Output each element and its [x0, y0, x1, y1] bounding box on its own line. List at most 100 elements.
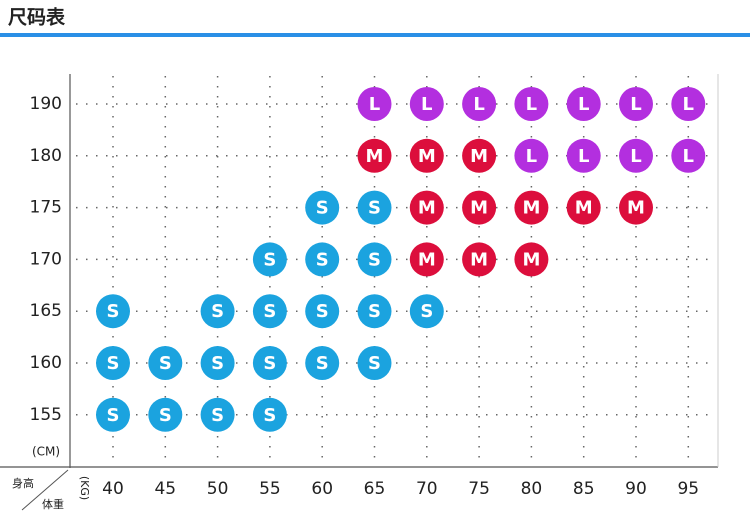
- size-badge: [462, 242, 497, 277]
- size-badge: [514, 242, 549, 277]
- size-label: S: [316, 353, 329, 374]
- size-badge: [514, 87, 549, 121]
- size-label: S: [211, 353, 224, 374]
- size-badge: [409, 138, 444, 173]
- size-badge: [252, 346, 287, 380]
- row-label: 190: [30, 94, 62, 114]
- column-label: 55: [259, 479, 281, 499]
- size-badge: [566, 87, 601, 121]
- row-label: 155: [30, 405, 62, 425]
- column-label: 70: [416, 479, 438, 499]
- size-label: L: [630, 94, 641, 115]
- row-label: 175: [30, 198, 62, 218]
- size-label: S: [211, 301, 224, 322]
- row-label: 165: [30, 301, 62, 321]
- size-badge: [252, 397, 287, 432]
- size-label: S: [107, 353, 120, 374]
- row-label: 160: [30, 353, 62, 373]
- size-label: M: [418, 146, 436, 167]
- size-label: S: [368, 198, 381, 219]
- size-badge: [305, 190, 340, 225]
- size-badge: [357, 87, 392, 121]
- size-label: L: [421, 94, 432, 115]
- size-badge: [305, 242, 340, 277]
- column-label: 40: [102, 479, 124, 499]
- size-label: M: [366, 146, 384, 167]
- size-label: S: [107, 301, 120, 322]
- column-label: 60: [311, 479, 333, 499]
- size-badge: [566, 190, 601, 225]
- size-label: L: [526, 94, 537, 115]
- size-label: M: [522, 249, 540, 270]
- size-badge: [409, 87, 444, 121]
- size-badge: [148, 346, 183, 380]
- size-badge: [357, 138, 392, 173]
- size-label: L: [526, 146, 537, 167]
- size-badge: [619, 138, 653, 173]
- size-label: S: [316, 301, 329, 322]
- size-badge: [619, 190, 653, 225]
- size-badge: [566, 138, 601, 173]
- size-badge: [305, 346, 340, 380]
- column-label: 50: [207, 479, 229, 499]
- size-label: L: [630, 146, 641, 167]
- size-label: L: [369, 94, 380, 115]
- size-label: S: [368, 249, 381, 270]
- size-badge: [148, 397, 183, 432]
- size-label: S: [211, 405, 224, 426]
- size-badge: [357, 242, 392, 277]
- title-rule: [0, 33, 750, 37]
- row-unit: (CM): [32, 445, 60, 459]
- size-label: S: [368, 301, 381, 322]
- size-badge: [357, 294, 392, 329]
- size-label: S: [316, 249, 329, 270]
- column-unit: (KG): [78, 476, 91, 500]
- size-badge: [200, 294, 235, 329]
- size-badge: [671, 87, 706, 121]
- size-badge: [462, 190, 497, 225]
- size-label: S: [263, 353, 276, 374]
- column-label: 75: [468, 479, 490, 499]
- size-label: S: [368, 353, 381, 374]
- size-badge: [96, 346, 130, 380]
- size-label: M: [522, 198, 540, 219]
- size-badge: [357, 190, 392, 225]
- size-badge: [514, 138, 549, 173]
- size-label: S: [263, 405, 276, 426]
- size-label: S: [159, 405, 172, 426]
- corner-diagonal: [21, 469, 69, 511]
- size-label: M: [627, 198, 645, 219]
- size-badge: [200, 397, 235, 432]
- size-badge: [305, 294, 340, 329]
- size-badge: [462, 87, 497, 121]
- size-badge: [96, 397, 130, 432]
- column-label: 95: [677, 479, 699, 499]
- size-label: M: [418, 198, 436, 219]
- size-badge: [409, 242, 444, 277]
- size-badge: [671, 138, 706, 173]
- column-label: 90: [625, 479, 647, 499]
- size-badge: [409, 190, 444, 225]
- size-label: M: [575, 198, 593, 219]
- size-label: L: [473, 94, 484, 115]
- column-label: 80: [521, 479, 543, 499]
- size-badge: [462, 138, 497, 173]
- size-badge: [252, 294, 287, 329]
- row-label: 180: [30, 146, 62, 166]
- size-label: S: [263, 301, 276, 322]
- size-label: L: [683, 146, 694, 167]
- size-label: L: [683, 94, 694, 115]
- size-badge: [409, 294, 444, 329]
- size-label: S: [263, 249, 276, 270]
- column-label: 85: [573, 479, 595, 499]
- size-label: S: [159, 353, 172, 374]
- column-label: 45: [154, 479, 176, 499]
- size-badge: [357, 346, 392, 380]
- size-label: M: [470, 198, 488, 219]
- size-label: S: [107, 405, 120, 426]
- corner-row: 身高: [12, 476, 34, 490]
- title: 尺码表: [8, 6, 66, 29]
- size-label: M: [470, 249, 488, 270]
- size-badge: [96, 294, 130, 329]
